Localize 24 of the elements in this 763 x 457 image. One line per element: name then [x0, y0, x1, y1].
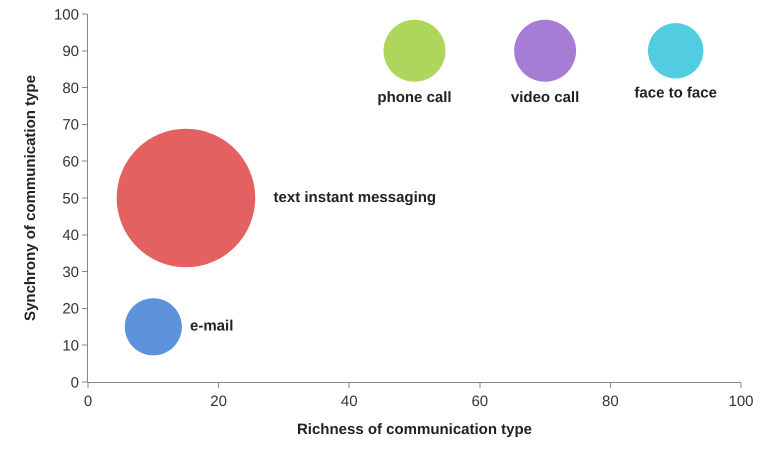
x-tick-label: 20	[210, 393, 227, 410]
series-label: e-mail	[190, 318, 234, 335]
x-tick-label: 80	[602, 393, 619, 410]
y-tick-label: 100	[54, 6, 79, 24]
y-tick-label: 60	[62, 153, 79, 170]
y-axis-title: Synchrony of communication type	[22, 75, 40, 321]
x-tick-label: 40	[340, 393, 358, 410]
x-tick-label: 0	[84, 393, 92, 410]
series-label: phone call	[377, 88, 452, 106]
x-axis-title: Richness of communication type	[296, 421, 532, 438]
x-tick-label: 60	[471, 393, 488, 410]
series-label: video call	[510, 88, 580, 106]
y-tick-label: 10	[62, 337, 79, 354]
y-tick-label: 20	[62, 300, 79, 318]
y-tick-label: 50	[62, 190, 79, 208]
y-tick-label: 0	[70, 374, 79, 392]
y-tick-label: 70	[62, 116, 79, 134]
x-tick-label: 100	[728, 393, 754, 410]
y-tick-label: 90	[62, 43, 79, 60]
y-tick-label: 40	[62, 227, 79, 244]
y-tick-label: 80	[62, 80, 79, 97]
series-label: text instant messaging	[274, 188, 436, 206]
series-label: face to face	[634, 84, 717, 102]
y-tick-label: 30	[62, 264, 79, 281]
